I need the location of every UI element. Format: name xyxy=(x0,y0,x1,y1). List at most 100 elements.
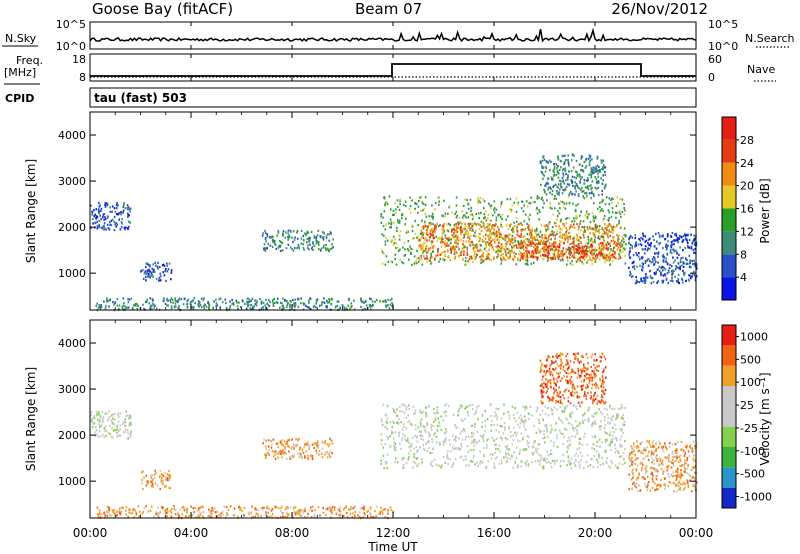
power-cell xyxy=(453,234,456,237)
power-cell xyxy=(598,252,600,255)
power-cell xyxy=(560,180,562,183)
power-cell xyxy=(448,206,450,209)
power-cell xyxy=(498,250,501,253)
power-cell xyxy=(562,167,565,170)
power-cell xyxy=(570,179,573,182)
velocity-cell xyxy=(419,411,421,414)
velocity-cell xyxy=(632,448,635,451)
velocity-cell xyxy=(692,440,695,444)
velocity-cell xyxy=(598,456,600,459)
velocity-cell xyxy=(452,414,455,417)
velocity-cell xyxy=(512,466,515,469)
velocity-cell xyxy=(472,407,474,411)
power-cell xyxy=(534,244,537,247)
power-cell xyxy=(478,233,481,236)
power-cell xyxy=(329,231,332,234)
power-cell xyxy=(672,248,674,251)
velocity-cell xyxy=(169,487,172,490)
velocity-cell xyxy=(534,460,537,463)
velocity-cell xyxy=(608,406,611,409)
velocity-cell xyxy=(551,459,554,462)
power-cell xyxy=(580,241,582,244)
power-cell xyxy=(446,242,448,245)
power-cell xyxy=(536,233,538,236)
velocity-cell xyxy=(295,444,297,447)
power-cell xyxy=(306,232,308,235)
velocity-cell xyxy=(574,426,577,429)
power-cell xyxy=(95,304,97,307)
power-cell xyxy=(547,238,550,242)
velocity-cell xyxy=(535,431,538,434)
power-cell xyxy=(556,230,558,233)
velocity-cell xyxy=(536,406,539,409)
power-cell xyxy=(595,170,597,173)
power-cell xyxy=(530,255,532,258)
velocity-cell xyxy=(652,453,655,456)
power-cell xyxy=(648,270,651,273)
power-cell xyxy=(617,239,619,242)
power-cell xyxy=(694,242,696,245)
power-cell xyxy=(476,245,478,248)
power-cell xyxy=(432,223,434,226)
power-cell xyxy=(573,217,575,220)
velocity-cell xyxy=(652,474,654,477)
velocity-cell xyxy=(536,451,538,454)
velocity-cell xyxy=(607,417,610,420)
velocity-cell xyxy=(392,431,395,434)
power-cell xyxy=(551,248,554,251)
power-cell xyxy=(554,195,556,198)
power-cell xyxy=(460,225,462,229)
power-cell xyxy=(394,253,397,256)
power-cell xyxy=(490,244,493,247)
velocity-cell xyxy=(674,451,677,454)
velocity-cell xyxy=(277,452,280,455)
velocity-cell xyxy=(556,437,558,440)
power-cell xyxy=(341,305,344,308)
velocity-cell xyxy=(262,442,264,445)
power-cell xyxy=(617,246,620,249)
velocity-cell xyxy=(519,422,522,425)
velocity-cell xyxy=(640,461,642,464)
power-cell xyxy=(414,219,416,223)
power-cell xyxy=(552,255,555,259)
power-cell xyxy=(120,226,123,229)
power-cell xyxy=(530,262,533,265)
velocity-cell xyxy=(408,452,410,455)
velocity-cell xyxy=(380,432,383,436)
power-cell xyxy=(591,239,593,242)
power-cell xyxy=(644,276,646,280)
velocity-cell xyxy=(112,422,114,425)
power-cell xyxy=(387,298,389,301)
power-cell xyxy=(490,219,492,222)
power-cell xyxy=(485,257,488,261)
power-cell xyxy=(585,241,588,244)
power-cell xyxy=(440,253,443,256)
velocity-cell xyxy=(690,469,693,472)
velocity-cell xyxy=(579,437,582,440)
power-cell xyxy=(574,187,577,190)
velocity-cell xyxy=(644,482,646,485)
power-cell xyxy=(516,257,519,260)
velocity-cell xyxy=(466,411,469,414)
power-cell xyxy=(586,226,589,229)
power-cell xyxy=(520,245,523,248)
power-cell xyxy=(590,176,593,179)
velocity-cell xyxy=(657,446,660,449)
velocity-cell xyxy=(111,421,114,424)
power-cell xyxy=(277,246,280,249)
velocity-cell xyxy=(420,458,423,461)
power-cell xyxy=(272,302,275,306)
velocity-cell xyxy=(115,428,117,432)
velocity-cell xyxy=(413,447,415,450)
power-cell xyxy=(665,245,667,248)
power-cell xyxy=(589,185,591,188)
power-cell xyxy=(432,230,434,233)
power-cell xyxy=(320,249,322,252)
power-cell xyxy=(577,193,580,196)
velocity-cell xyxy=(639,442,642,445)
power-cell xyxy=(127,215,129,218)
power-cell xyxy=(212,307,215,310)
power-cell xyxy=(165,267,167,271)
velocity-cell xyxy=(123,431,125,434)
power-cell xyxy=(312,242,314,246)
